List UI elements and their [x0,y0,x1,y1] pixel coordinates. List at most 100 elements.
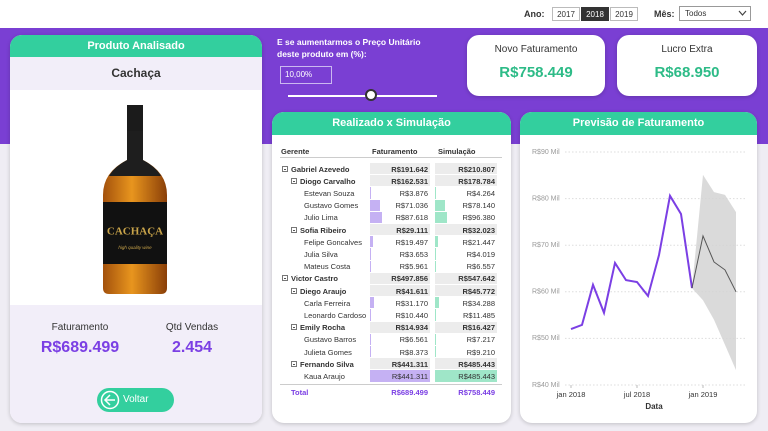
data-bar [435,211,448,223]
data-bar [435,199,445,211]
total-rule [280,383,502,385]
cell-bg [370,175,430,187]
cell-value: R$10.440 [395,310,428,320]
row-name: Estevan Souza [304,188,355,198]
cell-value: R$6.557 [466,262,495,272]
expand-icon[interactable] [291,226,297,233]
total-value: R$689.499 [391,387,428,397]
month-value: Todos [685,9,707,18]
chart-title: Previsão de Faturamento [520,112,757,135]
bottle-label: CACHAÇA [107,226,163,238]
month-label: Mês: [654,9,675,19]
cell-value: R$441.311 [391,371,428,381]
back-button[interactable]: Voltar [97,388,174,412]
cell-value: R$485.443 [458,359,495,369]
expand-icon[interactable] [291,360,297,367]
cell-value: R$6.561 [399,335,428,345]
expand-icon[interactable] [291,287,297,294]
cell-bg [370,358,430,370]
cell-value: R$34.288 [462,298,495,308]
cell-bg [435,358,497,370]
kpi-label: Faturamento [51,322,109,333]
row-name: Julieta Gomes [304,347,352,357]
cell-value: R$4.264 [466,188,495,198]
row-name: Sofia Ribeiro [300,225,347,235]
data-bar [370,309,372,321]
row-name: Diego Araujo [300,286,347,296]
year-button[interactable]: 2018 [581,7,609,21]
x-tick-label: jan 2018 [556,390,586,399]
kpi-label: Novo Faturamento [494,44,578,55]
data-bar [435,309,437,321]
data-bar [435,236,438,248]
cell-value: R$41.611 [395,286,428,296]
x-axis-title: Data [645,402,663,411]
cell-value: R$178.784 [458,176,495,186]
data-bar [370,211,382,223]
row-name: Felipe Goncalves [304,237,362,247]
cell-value: R$21.447 [462,237,495,247]
cell-value: R$7.217 [466,335,495,345]
row-name: Gustavo Barros [304,335,357,345]
cell-value: R$191.642 [391,164,428,174]
cell-value: R$441.311 [391,359,428,369]
year-button[interactable]: 2019 [610,7,638,21]
expand-icon[interactable] [282,165,288,172]
product-card: Produto Analisado Cachaça CACHAÇA high q… [10,35,262,423]
percent-input[interactable]: 10,00% [280,66,332,84]
year-button[interactable]: 2017 [552,7,580,21]
row-name: Emily Rocha [300,323,346,333]
cell-value: R$31.170 [395,298,428,308]
row-name: Julio Lima [304,213,338,223]
cell-value: R$32.023 [462,225,495,235]
data-bar [370,260,371,272]
data-bar [370,346,372,358]
chart: Data R$40 Mil R$50 Mil R$60 Mil R$70 Mil R$8… [532,149,745,411]
cell-value: R$16.427 [462,323,495,333]
expand-icon[interactable] [291,324,297,331]
data-bar [435,187,436,199]
row-name: Gabriel Azevedo [291,164,350,174]
kpi-value: 2.454 [171,339,213,356]
data-bar [370,333,371,345]
cell-bg [435,272,497,284]
y-tick-label: R$80 Mil [532,195,560,202]
month-dropdown[interactable]: Todos [679,6,751,21]
data-bar [370,236,373,248]
data-bar [370,370,430,382]
cell-value: R$485.443 [458,371,495,381]
expand-icon[interactable] [291,177,297,184]
cell-bg [370,163,430,175]
row-name: Kaua Araujo [304,371,345,381]
cell-value: R$497.856 [391,274,428,284]
cell-bg [435,224,497,236]
product-image: CACHAÇA high quality wine [103,105,167,294]
y-tick-label: R$70 Mil [532,242,560,249]
cell-value: R$3.653 [399,249,428,259]
row-name: Mateus Costa [304,262,351,272]
kpi-label: Lucro Extra [661,44,713,55]
slider-knob[interactable] [365,89,377,101]
series-line [570,193,693,331]
x-tick-label: jul 2018 [623,390,650,399]
row-name: Fernando Silva [300,359,354,369]
cell-value: R$71.036 [395,201,428,211]
x-tick-label: jan 2019 [688,390,718,399]
kpi-label: Qtd Vendas [165,322,219,333]
bottle-sublabel: high quality wine [118,245,152,250]
forecast-band [692,174,736,371]
row-name: Gustavo Gomes [304,201,359,211]
cell-value: R$5.961 [399,262,428,272]
header-rule [280,157,502,158]
cell-value: R$162.531 [391,176,428,186]
kpi-value: R$68.950 [654,64,720,81]
cell-value: R$29.111 [396,225,428,235]
expand-icon[interactable] [282,275,288,282]
card-header: Produto Analisado [10,35,262,57]
cell-value: R$78.140 [462,201,495,211]
cell-value: R$87.618 [395,213,428,223]
cell-value: R$45.772 [462,286,495,296]
cell-bg [435,285,497,297]
kpi-card: Novo Faturamento R$758.449 [467,35,605,96]
